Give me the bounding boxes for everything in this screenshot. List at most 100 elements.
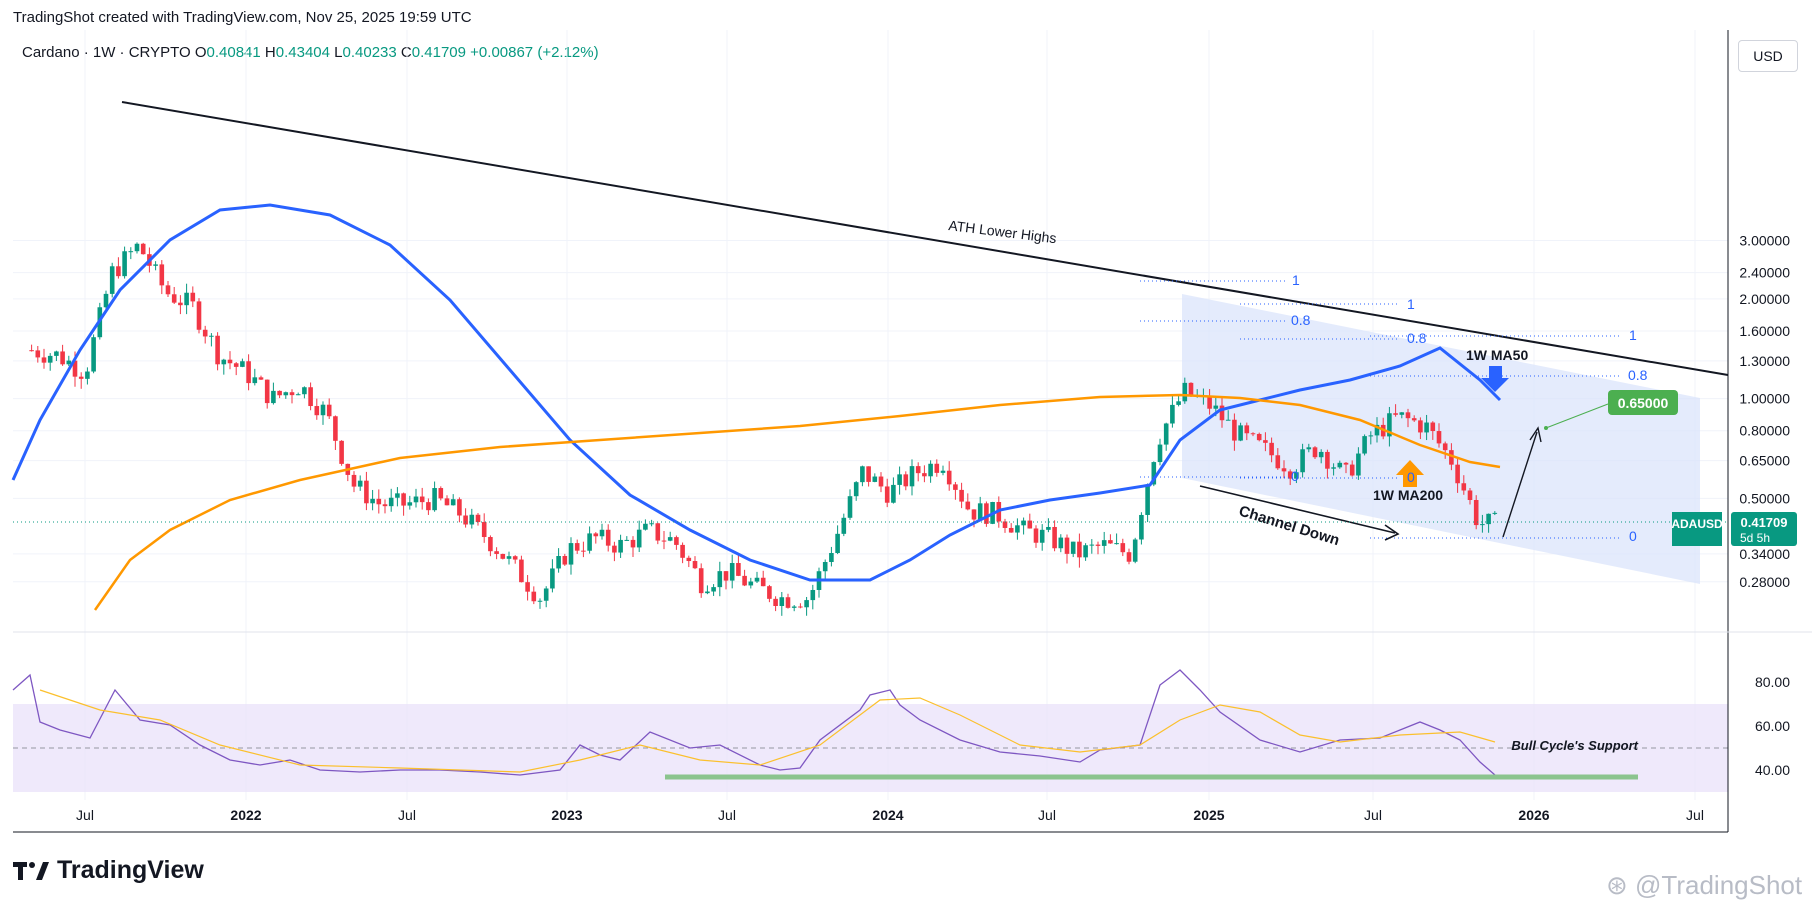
candle-body (1461, 483, 1467, 491)
candle-body (680, 544, 685, 558)
x-tick-label: 2022 (230, 807, 261, 823)
candle-body (512, 556, 518, 560)
candle-body (791, 606, 797, 608)
candle-body (1188, 382, 1194, 396)
candle-body (1449, 450, 1454, 465)
chart-header: TradingShot created with TradingView.com… (13, 9, 472, 26)
candle-body (841, 517, 847, 534)
x-tick-label: Jul (76, 807, 94, 823)
rsi-band (13, 704, 1728, 792)
candle-body (1151, 462, 1157, 485)
candle-body (593, 533, 599, 537)
svg-text:0.65000: 0.65000 (1618, 395, 1669, 411)
y-tick-label: 1.00000 (1739, 391, 1790, 407)
rsi-y-tick-label: 40.00 (1755, 762, 1790, 778)
ma200-label: 1W MA200 (1373, 487, 1443, 503)
open-value: 0.40841 (206, 44, 261, 61)
candle-body (202, 329, 208, 337)
candle-body (1393, 413, 1398, 415)
candle-body (463, 515, 468, 525)
channel-arrow-head (1384, 524, 1400, 541)
candle-body (1095, 544, 1101, 546)
bar-countdown: 5d 5h (1740, 531, 1770, 545)
candle-body (500, 553, 506, 559)
candle-body (779, 597, 785, 607)
candle-body (1157, 444, 1163, 463)
candle-body (444, 498, 450, 506)
candle-body (990, 501, 995, 524)
candle-body (128, 251, 134, 253)
candle-body (674, 537, 679, 545)
fib-level-1c: 1 (1629, 327, 1637, 343)
candle-body (742, 575, 747, 586)
candle-body (568, 543, 574, 565)
candle-body (1368, 435, 1374, 437)
target-connector (1545, 403, 1609, 429)
candle-body (1194, 395, 1200, 397)
candle-body (171, 294, 177, 303)
candle-body (655, 523, 661, 541)
candle-body (1480, 524, 1485, 526)
currency-button[interactable]: USD (1738, 40, 1798, 72)
candle-body (1170, 404, 1175, 424)
projection-arrow-line (1502, 431, 1538, 538)
x-tick-label: 2025 (1193, 807, 1224, 823)
candle-body (643, 523, 648, 530)
candle-body (271, 390, 276, 404)
candle-body (543, 588, 549, 601)
candle-body (686, 557, 692, 562)
candle-body (1387, 413, 1392, 437)
candle-body (1132, 539, 1138, 562)
y-tick-label: 3.00000 (1739, 233, 1790, 249)
candle-body (748, 581, 754, 586)
candle-body (190, 292, 196, 302)
candle-body (419, 496, 425, 503)
candle-body (165, 285, 171, 295)
candle-body (1145, 484, 1150, 515)
drawings (13, 101, 1729, 541)
symbol-legend: Cardano · 1W · CRYPTO O0.40841 H0.43404 … (22, 44, 599, 61)
candle-body (289, 392, 295, 396)
candle-body (928, 463, 933, 477)
last-price: 0.41709 (1741, 515, 1788, 530)
candle-body (1331, 467, 1336, 469)
candle-body (97, 307, 103, 338)
candle-body (612, 545, 617, 553)
candle-body (1070, 541, 1076, 554)
channel-zone-fill (1182, 294, 1700, 584)
candle-body (246, 361, 251, 384)
candle-body (1077, 541, 1082, 558)
candle-body (140, 243, 146, 255)
candle-body (481, 522, 487, 538)
y-tick-label: 1.30000 (1739, 353, 1790, 369)
candle-body (1455, 464, 1460, 484)
candle-body (469, 514, 475, 525)
rsi-pane (12, 669, 1728, 792)
channel-down-zone (1182, 294, 1700, 584)
x-tick-label: Jul (1686, 807, 1704, 823)
candle-body (729, 563, 735, 581)
y-tick-label: 2.00000 (1739, 291, 1790, 307)
candle-body (984, 503, 989, 524)
candle-body (78, 376, 84, 379)
candle-body (835, 533, 840, 554)
candle-body (767, 586, 772, 599)
candle-body (103, 293, 109, 308)
x-tick-label: Jul (718, 807, 736, 823)
candle-body (85, 371, 90, 379)
candle-body (667, 537, 673, 541)
candle-body (134, 243, 140, 252)
candle-body (258, 377, 264, 380)
candle-body (618, 539, 623, 553)
projection-arrow-head (1529, 426, 1542, 443)
tradingview-logo[interactable]: TradingView (13, 856, 204, 885)
candle-body (915, 466, 921, 474)
candle-body (723, 571, 729, 581)
high-label: H (264, 44, 276, 61)
candle-body (636, 529, 642, 548)
candle-body (1312, 447, 1318, 458)
fib-level-08a: 0.8 (1291, 312, 1311, 328)
candle-body (581, 550, 586, 552)
candle-body (519, 559, 524, 583)
